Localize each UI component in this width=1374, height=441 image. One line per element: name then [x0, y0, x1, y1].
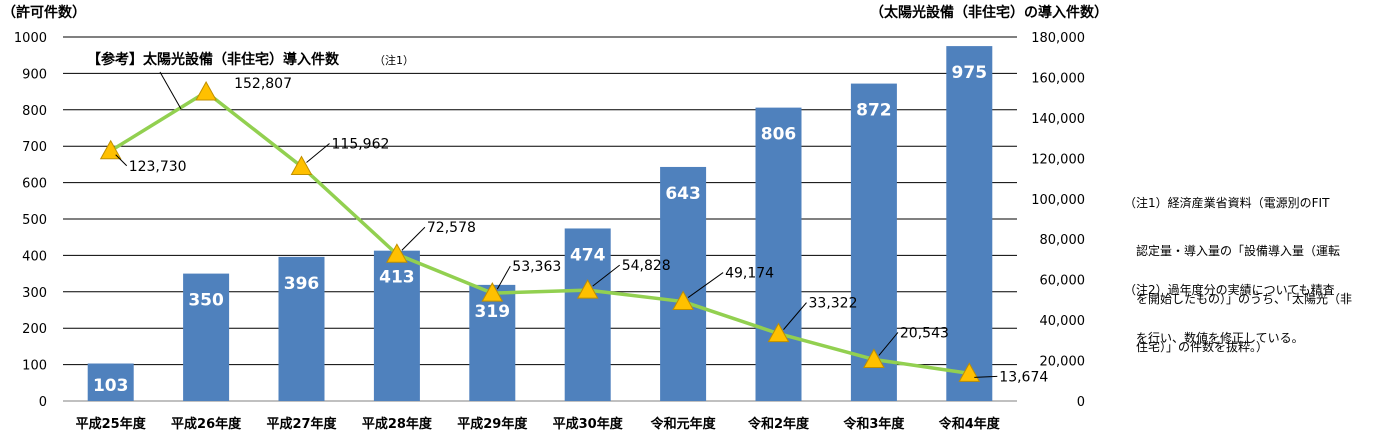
data-label-leader — [878, 332, 899, 356]
left-tick-label: 500 — [22, 213, 47, 228]
left-tick-label: 1000 — [14, 31, 47, 46]
line-value-label: 20,543 — [900, 325, 949, 341]
line-series — [109, 90, 970, 376]
category-label: 平成26年度 — [171, 416, 242, 432]
bar — [850, 83, 897, 401]
line-series-name-note: （注1） — [374, 53, 414, 67]
bar — [278, 256, 325, 401]
category-label: 平成30年度 — [553, 416, 624, 432]
data-label-leader — [687, 272, 724, 298]
bar-value-label: 872 — [856, 101, 892, 121]
right-tick-label: 60,000 — [1040, 274, 1086, 289]
line-value-label: 54,828 — [622, 258, 671, 274]
bar — [564, 228, 611, 401]
line-series-name: 【参考】太陽光設備（非住宅）導入件数 — [87, 51, 340, 68]
combo-chart: 0 100 200 300 400 500 600 700 800 900 1000 0 20,000 4… — [2, 4, 1108, 432]
right-tick-label: 20,000 — [1040, 355, 1086, 370]
line-marker — [863, 348, 885, 368]
footnote-2-line: を行い、数値を修正している。 — [1124, 331, 1304, 345]
line-marker — [481, 282, 504, 302]
left-tick-label: 300 — [22, 286, 47, 301]
data-label-leader — [115, 154, 128, 167]
footnote-1-line: （注1）経済産業省資料（電源別のFIT — [1124, 196, 1330, 210]
right-axis-title: （太陽光設備（非住宅）の導入件数） — [870, 4, 1108, 21]
data-label-leader — [974, 375, 998, 378]
bar-value-label: 975 — [952, 63, 988, 83]
right-tick-label: 180,000 — [1031, 31, 1085, 46]
left-tick-label: 600 — [22, 177, 47, 192]
category-label: 平成29年度 — [457, 416, 528, 432]
footnote-1-line: 住宅）」の件数を抜粋。） — [1124, 340, 1269, 354]
bar — [183, 273, 230, 401]
footnote-2: （注2）過年度分の実績についても精査 を行い、数値を修正している。 — [1124, 250, 1335, 362]
footnote-1-line: 認定量・導入量の「設備導入量（運転 — [1124, 244, 1341, 258]
bar — [755, 107, 802, 401]
category-label: 令和3年度 — [843, 416, 905, 432]
line-value-label: 123,730 — [129, 159, 187, 175]
bar — [660, 166, 707, 401]
left-tick-label: 400 — [22, 249, 47, 264]
line-marker — [767, 322, 790, 343]
series-name-leader — [159, 71, 182, 110]
left-tick-label: 900 — [22, 67, 47, 82]
line-marker — [99, 139, 122, 160]
line-value-label: 152,807 — [234, 76, 292, 92]
right-tick-label: 40,000 — [1040, 314, 1086, 329]
line-value-label: 72,578 — [427, 220, 476, 236]
footnote-1: （注1）経済産業省資料（電源別のFIT 認定量・導入量の「設備導入量（運転 を開… — [1124, 163, 1352, 371]
right-tick-label: 120,000 — [1031, 152, 1085, 167]
category-label: 平成28年度 — [362, 416, 433, 432]
line-marker — [672, 290, 694, 311]
line-marker — [386, 243, 408, 263]
left-tick-label: 700 — [22, 140, 47, 155]
bar-value-label: 413 — [379, 268, 415, 288]
left-tick-label: 0 — [39, 395, 47, 410]
category-label: 令和元年度 — [651, 416, 717, 432]
bar-value-label: 643 — [665, 184, 701, 204]
data-label-leader — [496, 265, 511, 290]
right-tick-label: 160,000 — [1031, 71, 1085, 86]
footnote-1-line: を開始したもの）」のうち、「太陽光（非 — [1124, 292, 1353, 306]
bar-value-label: 806 — [761, 125, 797, 145]
left-tick-label: 100 — [22, 359, 47, 374]
left-tick-label: 200 — [22, 322, 47, 337]
bar — [946, 46, 993, 401]
bar — [87, 363, 134, 401]
category-label: 令和2年度 — [748, 416, 810, 432]
bar-value-label: 103 — [93, 376, 129, 396]
category-label: 平成25年度 — [76, 416, 147, 432]
data-label-leader — [401, 226, 426, 251]
right-tick-label: 100,000 — [1031, 193, 1085, 208]
left-axis-title: （許可件数） — [2, 4, 86, 21]
right-tick-label: 140,000 — [1031, 112, 1085, 127]
bar-value-label: 396 — [284, 274, 320, 294]
data-label-leader — [783, 302, 807, 330]
line-value-label: 115,962 — [332, 136, 390, 152]
right-tick-label: 0 — [1077, 395, 1085, 410]
category-label: 令和4年度 — [939, 416, 1001, 432]
bar — [373, 250, 420, 401]
line-value-label: 33,322 — [809, 296, 858, 312]
line-value-label: 53,363 — [512, 259, 561, 275]
bar-value-label: 319 — [475, 302, 511, 322]
footnote-2-line: （注2）過年度分の実績についても精査 — [1124, 283, 1335, 297]
line-marker — [576, 279, 599, 299]
line-value-label: 13,674 — [999, 369, 1048, 385]
data-label-leader — [306, 143, 330, 163]
line-marker — [195, 80, 217, 101]
bar-value-label: 350 — [188, 291, 224, 311]
line-value-label: 49,174 — [725, 266, 774, 282]
left-tick-label: 800 — [22, 104, 47, 119]
data-label-leader — [592, 264, 621, 287]
line-marker — [290, 155, 313, 175]
right-tick-label: 80,000 — [1040, 233, 1086, 248]
bar-value-label: 474 — [570, 245, 606, 265]
category-label: 平成27年度 — [266, 416, 337, 432]
bar — [469, 284, 516, 401]
